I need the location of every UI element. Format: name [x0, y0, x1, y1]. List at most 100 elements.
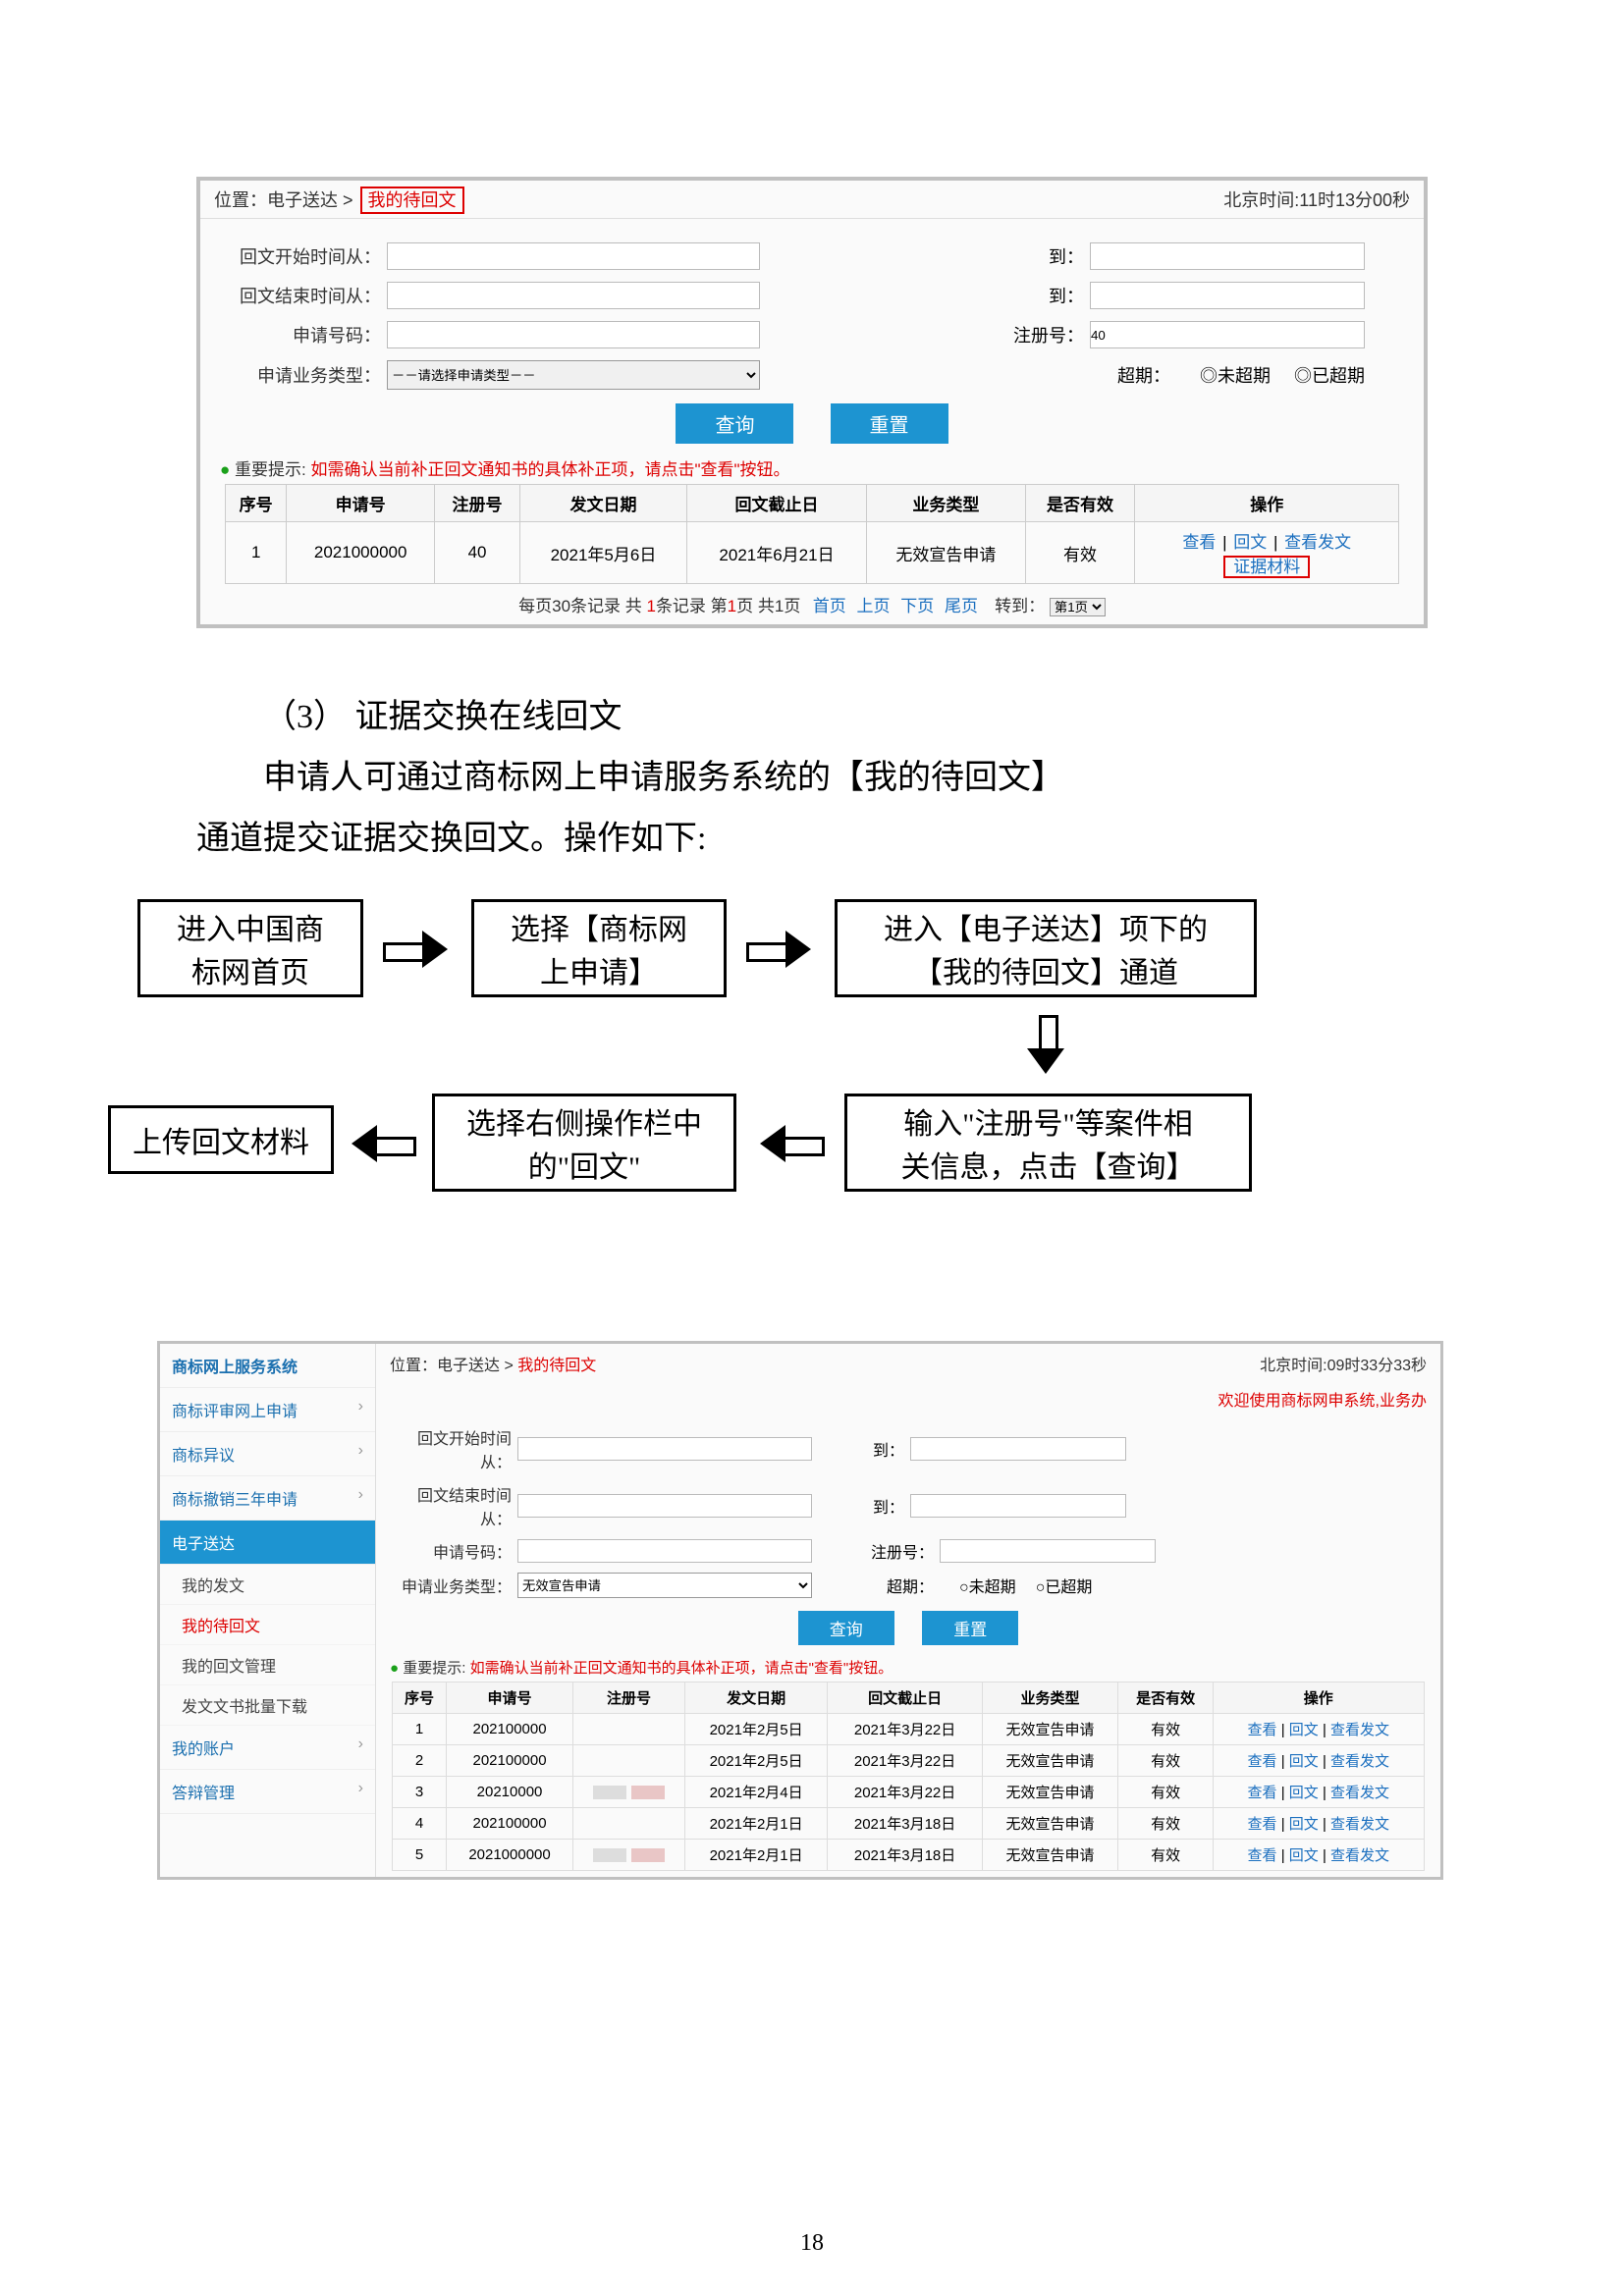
sidebar-item[interactable]: 商标撤销三年申请› — [160, 1476, 375, 1521]
sidebar-item[interactable]: 答辩管理› — [160, 1770, 375, 1814]
label-start-date: 回文开始时间从： — [390, 1425, 517, 1472]
op-view-sent[interactable]: 查看发文 — [1330, 1785, 1389, 1801]
table-row: 1 2021000000 40 2021年5月6日 2021年6月21日 无效宣… — [225, 522, 1398, 584]
op-view[interactable]: 查看 — [1248, 1847, 1277, 1864]
col-deadline: 回文截止日 — [686, 485, 866, 522]
result-table: 序号 申请号 注册号 发文日期 回文截止日 业务类型 是否有效 操作 1 202… — [225, 484, 1399, 584]
op-reply[interactable]: 回文 — [1289, 1753, 1319, 1770]
biz-type-select[interactable]: 无效宣告申请 — [517, 1573, 812, 1598]
page-number: 18 — [0, 2230, 1624, 2257]
reg-no-input[interactable] — [940, 1539, 1156, 1563]
op-reply[interactable]: 回文 — [1289, 1722, 1319, 1738]
query-button[interactable]: 查询 — [798, 1611, 894, 1645]
screenshot-2: 商标网上服务系统 商标评审网上申请› 商标异议› 商标撤销三年申请› 电子送达 … — [157, 1341, 1443, 1880]
sidebar-item[interactable]: 我的账户› — [160, 1726, 375, 1770]
app-no-input[interactable] — [387, 321, 760, 348]
op-view[interactable]: 查看 — [1248, 1722, 1277, 1738]
reset-button[interactable]: 重置 — [831, 403, 948, 444]
reset-button[interactable]: 重置 — [922, 1611, 1018, 1645]
pager-first[interactable]: 首页 — [813, 597, 846, 615]
radio-not-overdue[interactable]: ○未超期 — [959, 1574, 1016, 1597]
label-app-no: 申请号码： — [390, 1539, 517, 1563]
screenshot-1: 位置：电子送达 > 我的待回文 北京时间:11时13分00秒 回文开始时间从： … — [196, 177, 1428, 628]
end-date-input[interactable] — [517, 1494, 812, 1518]
flowchart: 进入中国商标网首页 选择【商标网上申请】 进入【电子送达】项下的【我的待回文】通… — [137, 899, 1453, 1302]
breadcrumb-bar: 位置：电子送达 > 我的待回文 北京时间:09时33分33秒 — [376, 1344, 1440, 1383]
sidebar-sub-item[interactable]: 发文文书批量下载 — [160, 1685, 375, 1726]
label-app-no: 申请号码： — [220, 322, 387, 347]
label-overdue: 超期： — [1098, 362, 1176, 388]
sidebar-item-active[interactable]: 电子送达 — [160, 1521, 375, 1565]
breadcrumb-my-pending[interactable]: 我的待回文 — [360, 187, 464, 214]
label-overdue: 超期： — [861, 1574, 940, 1597]
section-heading: （3） 证据交换在线回文 — [196, 687, 1428, 748]
op-view-sent[interactable]: 查看发文 — [1330, 1753, 1389, 1770]
sidebar-title: 商标网上服务系统 — [160, 1344, 375, 1388]
label-reg-no: 注册号： — [861, 1539, 940, 1563]
start-date-to-input[interactable] — [910, 1437, 1126, 1461]
start-date-input[interactable] — [387, 242, 760, 270]
flow-box-4: 输入"注册号"等案件相关信息，点击【查询】 — [844, 1094, 1252, 1192]
end-date-input[interactable] — [387, 282, 760, 309]
op-reply[interactable]: 回文 — [1289, 1847, 1319, 1864]
pager-select[interactable]: 第1页 — [1050, 598, 1106, 616]
label-start-date: 回文开始时间从： — [220, 243, 387, 269]
sidebar-item[interactable]: 商标异议› — [160, 1432, 375, 1476]
op-reply[interactable]: 回文 — [1289, 1816, 1319, 1833]
op-view-sent[interactable]: 查看发文 — [1284, 533, 1351, 552]
beijing-time: 北京时间:09时33分33秒 — [1260, 1352, 1427, 1375]
paragraph-2: 通道提交证据交换回文。操作如下: — [196, 809, 1428, 870]
flow-box-1: 进入中国商标网首页 — [137, 899, 363, 997]
sidebar: 商标网上服务系统 商标评审网上申请› 商标异议› 商标撤销三年申请› 电子送达 … — [160, 1344, 376, 1877]
end-date-to-input[interactable] — [1090, 282, 1365, 309]
col-regno: 注册号 — [434, 485, 519, 522]
breadcrumb-my-pending[interactable]: 我的待回文 — [517, 1358, 596, 1374]
op-view[interactable]: 查看 — [1248, 1785, 1277, 1801]
app-no-input[interactable] — [517, 1539, 812, 1563]
chevron-right-icon: › — [358, 1735, 363, 1759]
sidebar-sub-item[interactable]: 我的发文 — [160, 1565, 375, 1605]
radio-overdue[interactable]: ○已超期 — [1036, 1574, 1093, 1597]
pager: 每页30条记录 共 1条记录 第1页 共1页 首页 上页 下页 尾页 转到： 第… — [200, 584, 1424, 624]
col-biz: 业务类型 — [867, 485, 1025, 522]
op-view[interactable]: 查看 — [1248, 1816, 1277, 1833]
op-view-sent[interactable]: 查看发文 — [1330, 1722, 1389, 1738]
body-text: （3） 证据交换在线回文 申请人可通过商标网上申请服务系统的【我的待回文】 通道… — [196, 687, 1428, 870]
op-evidence[interactable]: 证据材料 — [1233, 558, 1300, 576]
label-biz-type: 申请业务类型： — [390, 1574, 517, 1597]
pager-last[interactable]: 尾页 — [945, 597, 978, 615]
sidebar-sub-item[interactable]: 我的回文管理 — [160, 1645, 375, 1685]
result-table: 序号 申请号 注册号 发文日期 回文截止日 业务类型 是否有效 操作 12021… — [392, 1682, 1424, 1871]
label-end-date: 回文结束时间从： — [390, 1482, 517, 1529]
col-op: 操作 — [1135, 485, 1399, 522]
query-button[interactable]: 查询 — [676, 403, 793, 444]
start-date-to-input[interactable] — [1090, 242, 1365, 270]
main-panel: 位置：电子送达 > 我的待回文 北京时间:09时33分33秒 欢迎使用商标网申系… — [376, 1344, 1440, 1877]
op-view[interactable]: 查看 — [1182, 533, 1216, 552]
op-view-sent[interactable]: 查看发文 — [1330, 1847, 1389, 1864]
beijing-time: 北京时间:11时13分00秒 — [1223, 187, 1410, 212]
arrow-right-icon — [383, 931, 452, 968]
op-view[interactable]: 查看 — [1248, 1753, 1277, 1770]
tip-text: ● 重要提示: 如需确认当前补正回文通知书的具体补正项，请点击"查看"按钮。 — [200, 452, 1424, 484]
op-reply[interactable]: 回文 — [1289, 1785, 1319, 1801]
pager-prev[interactable]: 上页 — [857, 597, 891, 615]
op-view-sent[interactable]: 查看发文 — [1330, 1816, 1389, 1833]
table-row: 52021000000 2021年2月1日2021年3月18日无效宣告申请有效查… — [393, 1840, 1424, 1871]
start-date-input[interactable] — [517, 1437, 812, 1461]
radio-not-overdue[interactable]: ◎未超期 — [1200, 362, 1271, 388]
label-to: 到： — [861, 1494, 910, 1518]
sidebar-item[interactable]: 商标评审网上申请› — [160, 1388, 375, 1432]
radio-overdue[interactable]: ◎已超期 — [1294, 362, 1365, 388]
sidebar-sub-item-current[interactable]: 我的待回文 — [160, 1605, 375, 1645]
biz-type-select[interactable]: －－请选择申请类型－－ — [387, 360, 760, 390]
paragraph-1: 申请人可通过商标网上申请服务系统的【我的待回文】 — [196, 748, 1428, 809]
pager-next[interactable]: 下页 — [900, 597, 934, 615]
reg-no-input[interactable] — [1090, 321, 1365, 348]
op-reply[interactable]: 回文 — [1233, 533, 1267, 552]
welcome-text: 欢迎使用商标网申系统,业务办 — [376, 1383, 1440, 1420]
col-senddate: 发文日期 — [520, 485, 687, 522]
tip-text: ● 重要提示: 如需确认当前补正回文通知书的具体补正项，请点击"查看"按钮。 — [376, 1653, 1440, 1682]
flow-box-6: 上传回文材料 — [108, 1105, 334, 1174]
end-date-to-input[interactable] — [910, 1494, 1126, 1518]
